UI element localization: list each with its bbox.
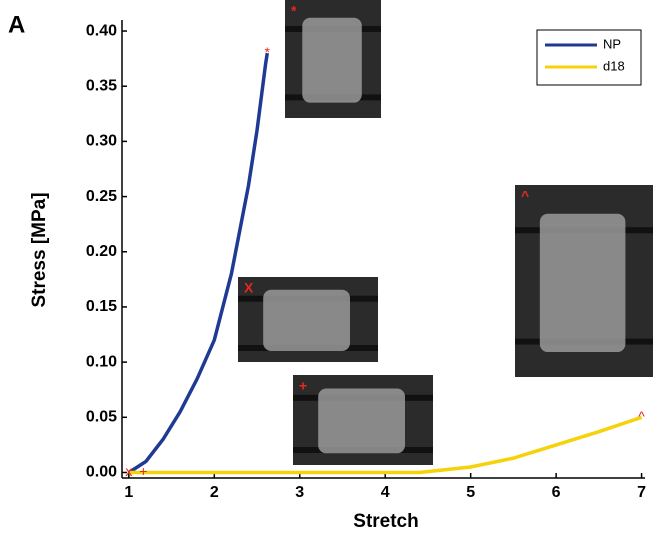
x-tick-label: 2 [210,484,219,501]
x-tick-label: 5 [466,484,475,501]
inset-label: X [244,280,254,296]
data-line [127,52,270,474]
x-tick-label: 3 [295,484,304,501]
y-tick-label: 0.00 [86,464,117,481]
y-tick-label: 0.30 [86,133,117,150]
curve-marker: + [139,463,147,479]
inset-tissue [539,213,626,353]
y-tick-label: 0.10 [86,353,117,370]
y-tick-label: 0.35 [86,77,117,94]
y-tick-label: 0.25 [86,188,117,205]
data-line [128,415,643,475]
y-tick-label: 0.15 [86,298,117,315]
x-tick-label: 6 [552,484,561,501]
x-axis-label: Stretch [353,511,418,532]
x-tick-label: 1 [124,484,133,501]
legend-box [536,29,642,86]
y-axis-label: Stress [MPa] [29,192,50,307]
inset-tissue [302,17,362,103]
inset-label: ^ [521,188,529,204]
inset-tissue [263,289,350,351]
x-tick-label: 7 [637,484,646,501]
inset-label: + [299,378,307,394]
inset-label: * [291,3,297,19]
panel-label: A [8,11,25,38]
inset-tissue [318,388,405,454]
curve-marker: x [125,463,132,479]
legend-label: NP [603,36,621,51]
y-tick-label: 0.20 [86,243,117,260]
x-tick-label: 4 [381,484,390,501]
y-tick-label: 0.05 [86,409,117,426]
y-tick-label: 0.40 [86,22,117,39]
legend-label: d18 [603,58,625,73]
curve-marker: ^ [638,408,645,424]
curve-marker: * [265,44,271,60]
